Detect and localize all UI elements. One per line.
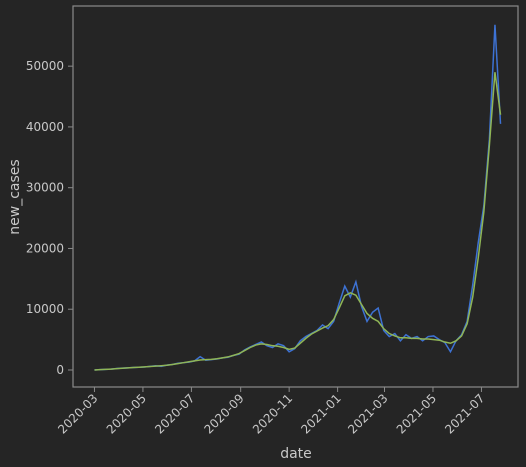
x-tick-label: 2020-05 [104,391,149,436]
x-tick-label: 2020-11 [250,391,295,436]
y-tick-label: 0 [56,363,64,377]
data-line [94,72,502,371]
x-tick-label: 2021-05 [394,391,439,436]
y-tick-label: 50000 [26,59,64,73]
x-tick-label: 2020-03 [55,391,100,436]
data-line [94,24,502,371]
x-tick-label: 2021-07 [442,391,487,436]
x-tick-label: 2020-09 [201,391,246,436]
y-tick-label: 10000 [26,302,64,316]
y-tick-label: 20000 [26,241,64,255]
x-tick-label: 2021-01 [298,391,343,436]
x-tick-label: 2021-03 [345,391,390,436]
x-tick-label: 2020-07 [152,391,197,436]
y-axis-label: new_cases [7,159,23,234]
plot-frame [72,5,519,388]
y-tick-label: 30000 [26,181,64,195]
x-axis-label: date [280,446,312,462]
y-tick-label: 40000 [26,120,64,134]
